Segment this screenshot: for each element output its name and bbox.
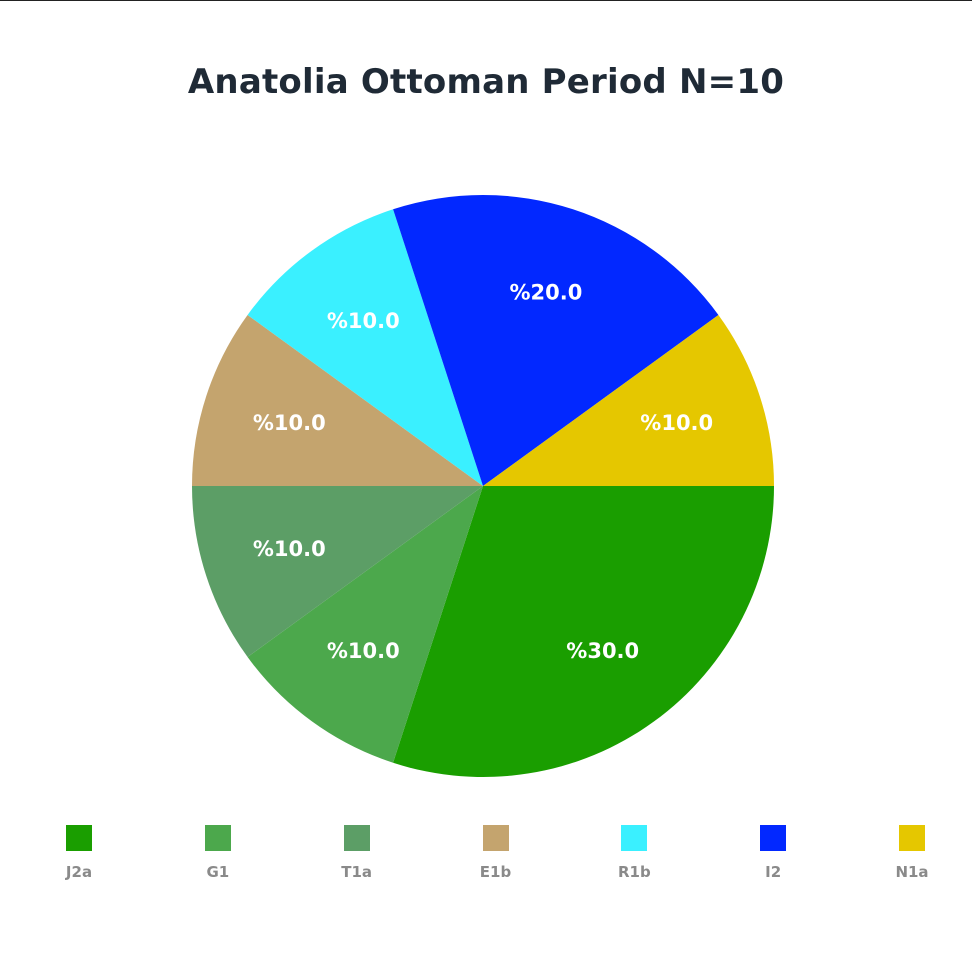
legend: J2a G1 T1a E1b R1b I2 N1a (0, 825, 972, 885)
legend-swatch (204, 825, 231, 851)
legend-label: G1 (206, 863, 230, 881)
pie-slice-n1a (483, 314, 774, 486)
legend-item-j2a: J2a (34, 825, 124, 881)
legend-label: E1b (479, 863, 512, 881)
legend-label: J2a (65, 863, 93, 881)
legend-swatch (760, 825, 787, 851)
top-border (0, 0, 972, 1)
legend-swatch (482, 825, 509, 851)
legend-swatch (621, 825, 648, 851)
legend-label: I2 (765, 863, 782, 881)
pie-slice-i2 (393, 195, 719, 486)
pie-slice-r1b (247, 209, 483, 486)
legend-swatch (66, 825, 92, 851)
legend-item-r1b: R1b (589, 825, 679, 881)
legend-swatch (899, 825, 925, 851)
pie-slice-t1a (192, 486, 483, 658)
slice-label-g1: %10.0 (327, 639, 400, 663)
pie-slice-g1 (247, 486, 483, 763)
legend-item-g1: G1 (173, 825, 263, 881)
slice-label-e1b: %10.0 (253, 411, 326, 435)
slice-label-i2: %20.0 (510, 280, 583, 304)
pie-slice-e1b (192, 314, 483, 486)
pie-slice-j2a (393, 486, 774, 777)
legend-item-n1a: N1a (867, 825, 957, 881)
legend-item-i2: I2 (728, 825, 818, 881)
slice-label-n1a: %10.0 (640, 411, 713, 435)
slice-label-r1b: %10.0 (327, 309, 400, 333)
legend-item-e1b: E1b (451, 825, 541, 881)
chart-title: Anatolia Ottoman Period N=10 (187, 62, 785, 102)
legend-item-t1a: T1a (312, 825, 402, 881)
slice-label-j2a: %30.0 (566, 639, 639, 663)
legend-swatch (343, 825, 370, 851)
legend-label: N1a (895, 863, 929, 881)
legend-label: R1b (617, 863, 651, 881)
slice-label-t1a: %10.0 (253, 537, 326, 561)
legend-label: T1a (341, 863, 373, 881)
